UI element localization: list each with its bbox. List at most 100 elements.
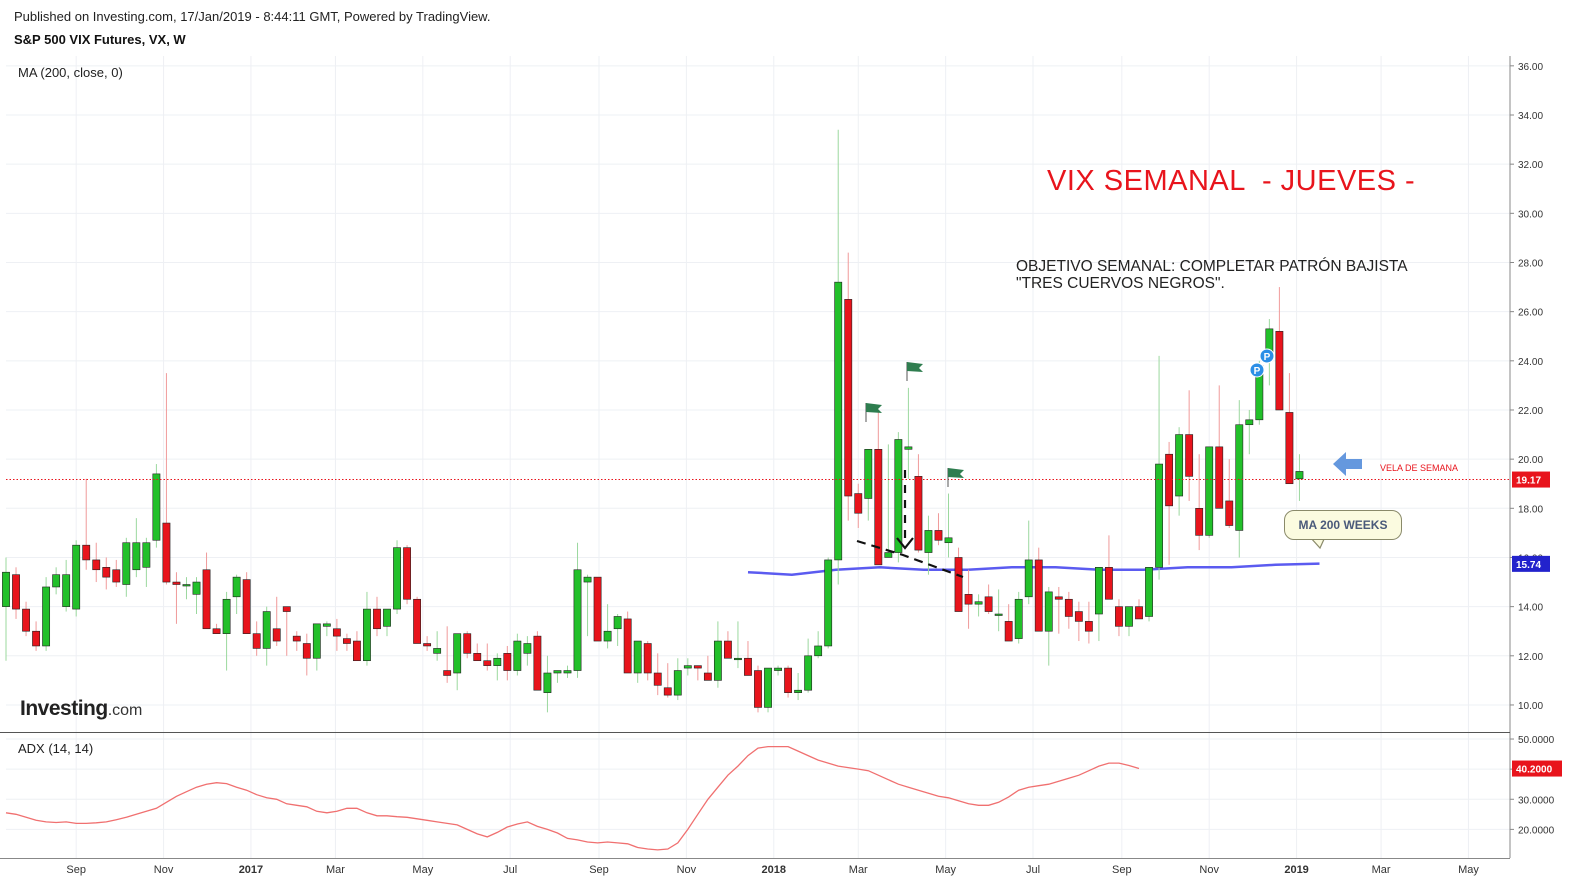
bear-candle: [443, 626, 452, 683]
bear-candle: [162, 373, 171, 585]
time-tick-label: May: [412, 864, 433, 876]
candle-body: [363, 608, 371, 662]
price-tick-label: 20.00: [1518, 455, 1543, 466]
bear-candle: [693, 665, 702, 681]
bull-candle: [734, 621, 742, 669]
candle-body: [112, 569, 121, 583]
bear-candle: [463, 631, 472, 659]
bear-candle: [353, 631, 361, 662]
bear-candle: [954, 547, 963, 612]
candle-body: [683, 665, 692, 669]
bear-candle: [483, 643, 492, 671]
candle-body: [643, 643, 652, 674]
candle-body: [623, 618, 632, 674]
candle-body: [383, 608, 391, 627]
bull-candle: [142, 537, 151, 587]
bull-candle: [1235, 400, 1244, 558]
price-tick-label: 10.00: [1518, 701, 1543, 712]
candle-body: [804, 655, 813, 691]
bull-candle: [192, 577, 201, 615]
candle-body: [292, 635, 301, 642]
candle-body: [573, 569, 582, 671]
candle-body: [42, 586, 51, 647]
bull-candle: [553, 670, 562, 683]
candle-body: [312, 623, 321, 659]
bull-candle: [1295, 454, 1304, 501]
bear-candle: [1275, 287, 1284, 411]
bull-candle: [834, 129, 843, 585]
bull-candle: [383, 608, 391, 637]
bull-candle: [633, 640, 642, 683]
ma-indicator-label[interactable]: MA (200, close, 0): [18, 65, 123, 80]
price-tick-label: 12.00: [1518, 652, 1543, 663]
candle-body: [523, 643, 532, 654]
bear-candle: [663, 663, 672, 698]
bull-candle: [52, 567, 61, 595]
bull-candle: [814, 631, 823, 659]
bear-candle: [202, 552, 211, 630]
candle-body: [162, 522, 171, 583]
price-grid: [6, 56, 1510, 732]
bull-candle: [72, 540, 81, 617]
bear-candle: [593, 576, 602, 642]
candle-body: [563, 670, 572, 674]
bull-candle: [2, 557, 10, 661]
bull-candle: [513, 633, 522, 676]
candle-body: [72, 544, 81, 610]
candle-body: [82, 544, 91, 561]
bear-candle: [423, 636, 432, 651]
bull-candle: [683, 658, 692, 676]
candle-body: [1094, 567, 1103, 615]
bull-candle: [1145, 567, 1153, 622]
bear-candle: [934, 513, 943, 546]
time-axis[interactable]: Sep Nov 2017 Mar May Jul Sep Nov 2018 Mar May Jul Se…: [66, 864, 1479, 876]
ma-200-line: [747, 562, 1320, 576]
candle-body: [463, 633, 472, 654]
candle-body: [152, 473, 161, 541]
price-tick-label: 30.00: [1518, 209, 1543, 220]
candle-body: [353, 640, 361, 662]
bear-candle: [342, 633, 351, 651]
adx-indicator-label[interactable]: ADX (14, 14): [18, 741, 94, 756]
pivot-marker-icon: P: [1249, 362, 1265, 378]
logo-brand: Investing: [20, 697, 108, 720]
candle-body: [1064, 598, 1073, 617]
time-tick-label: Mar: [326, 864, 345, 876]
published-info: Published on Investing.com, 17/Jan/2019 …: [14, 9, 491, 24]
adx-line: [5, 745, 1140, 851]
bull-candle: [393, 540, 401, 615]
candle-body: [342, 638, 351, 644]
candle-body: [734, 657, 742, 661]
bull-candle: [864, 449, 873, 521]
price-axis[interactable]: 10.0012.0014.0016.0018.0020.0022.0024.00…: [1510, 62, 1550, 712]
annotation-title: VIX SEMANAL - JUEVES -: [1047, 165, 1416, 197]
candle-body: [703, 672, 712, 681]
bull-candle: [764, 667, 772, 713]
bull-candle: [613, 614, 622, 646]
bull-candle: [1245, 409, 1254, 455]
candle-body: [1195, 508, 1204, 536]
candle-body: [52, 574, 61, 588]
bear-candle: [1004, 604, 1013, 642]
bear-candle: [373, 596, 381, 637]
annotation-objective: OBJETIVO SEMANAL: COMPLETAR PATRÓN BAJIS…: [1016, 258, 1408, 292]
candle-body: [32, 630, 40, 647]
time-tick-label: 2019: [1284, 864, 1308, 876]
bear-candle: [964, 569, 973, 629]
candle-body: [453, 633, 462, 674]
bear-candle: [212, 623, 221, 634]
bull-candle: [1044, 586, 1053, 666]
candle-body: [393, 547, 401, 610]
bull-candle: [312, 623, 321, 671]
time-tick-label: Nov: [677, 864, 697, 876]
chart-markers: PP: [6, 348, 1510, 579]
bull-candle: [563, 665, 572, 678]
pivot-marker-text: P: [1254, 366, 1261, 377]
bear-candle: [282, 606, 291, 656]
time-tick-label: Mar: [849, 864, 868, 876]
price-tick-label: 14.00: [1518, 603, 1543, 614]
flag-icon: [906, 362, 923, 381]
candle-body: [373, 608, 381, 630]
